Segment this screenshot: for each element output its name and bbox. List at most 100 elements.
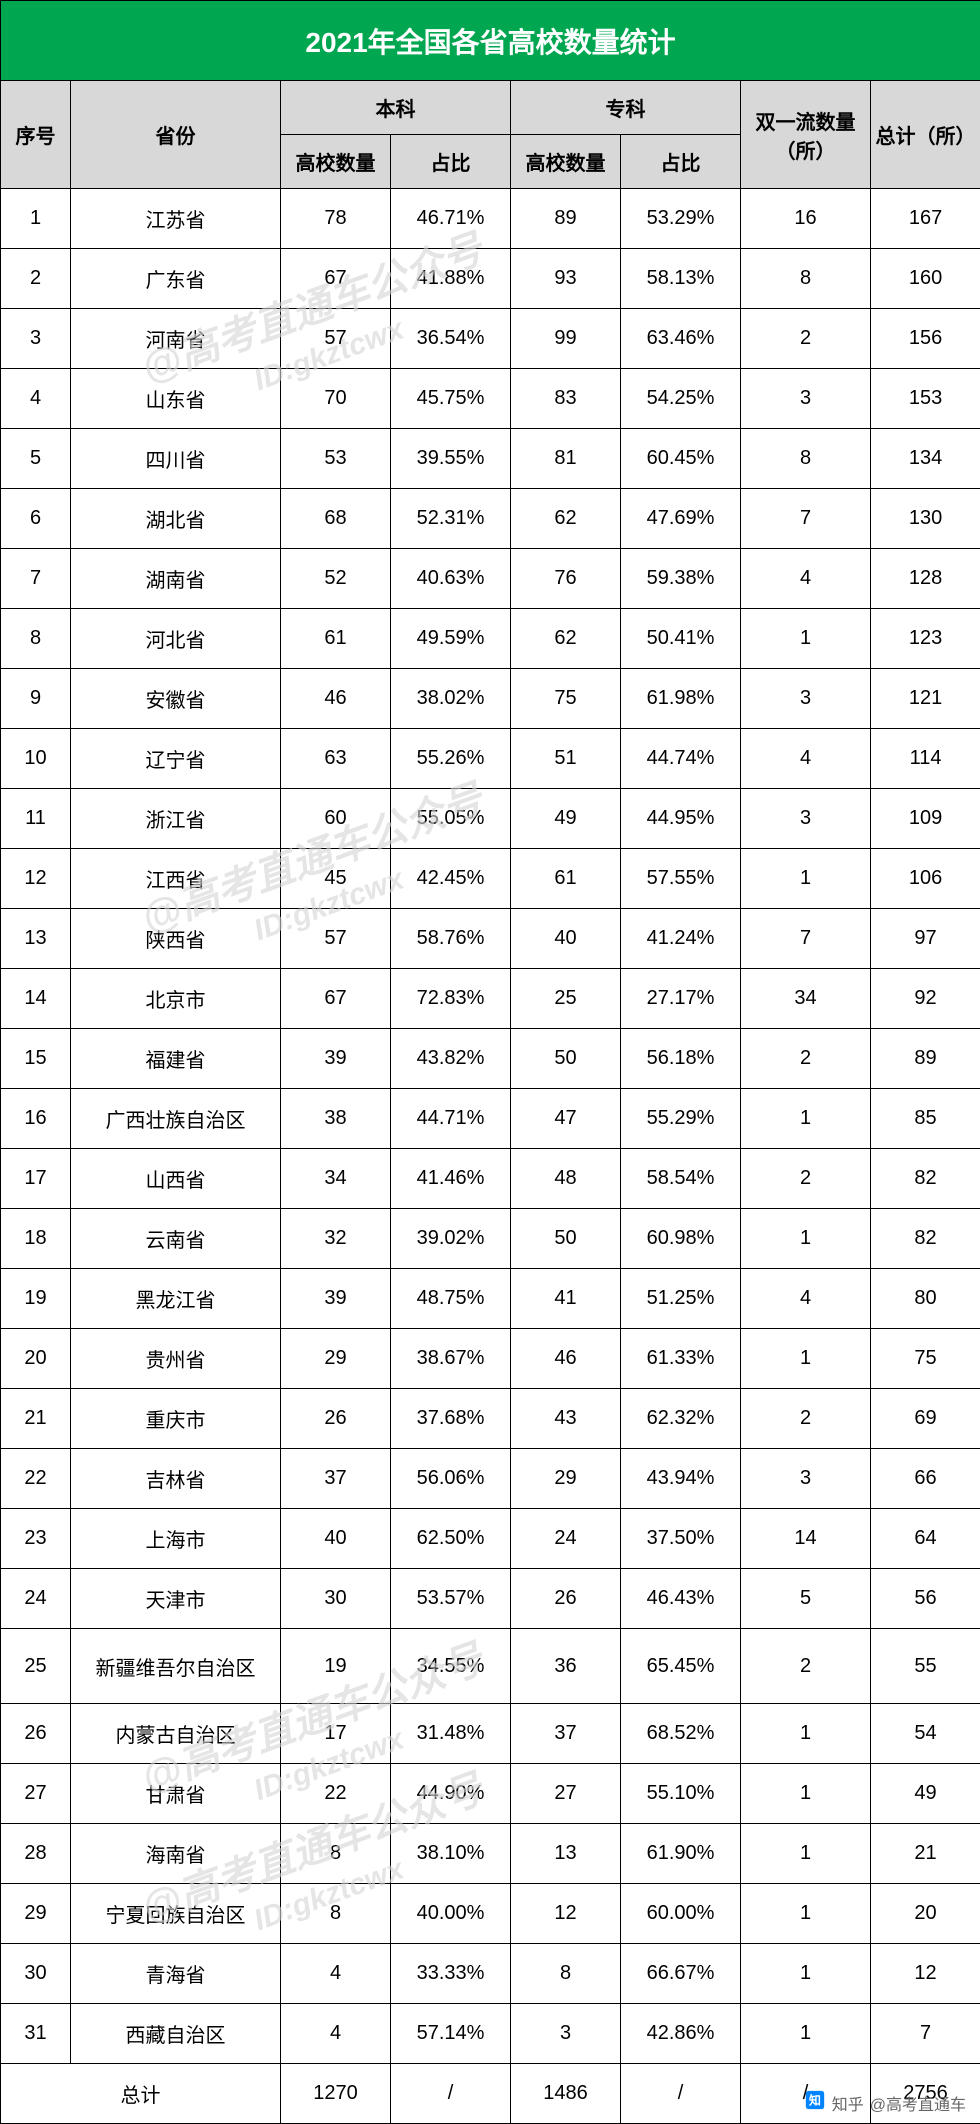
- cell-total: 121: [871, 669, 980, 729]
- table-row: 3河南省5736.54%9963.46%2156: [1, 309, 980, 369]
- svg-text:知: 知: [808, 2094, 821, 2108]
- cell-seq: 3: [1, 309, 71, 369]
- cell-benke-count: 46: [281, 669, 391, 729]
- cell-shuangyiliu: 16: [741, 189, 871, 249]
- cell-zhuanke-ratio: 54.25%: [621, 369, 741, 429]
- cell-zhuanke-count: 3: [511, 2004, 621, 2064]
- cell-benke-count: 68: [281, 489, 391, 549]
- cell-zhuanke-count: 13: [511, 1824, 621, 1884]
- cell-benke-count: 67: [281, 249, 391, 309]
- cell-zhuanke-ratio: 55.29%: [621, 1089, 741, 1149]
- cell-zhuanke-ratio: 51.25%: [621, 1269, 741, 1329]
- cell-shuangyiliu: 2: [741, 309, 871, 369]
- footer-bkr: /: [391, 2064, 511, 2124]
- cell-total: 109: [871, 789, 980, 849]
- cell-zhuanke-ratio: 60.98%: [621, 1209, 741, 1269]
- table-row: 4山东省7045.75%8354.25%3153: [1, 369, 980, 429]
- cell-zhuanke-ratio: 55.10%: [621, 1764, 741, 1824]
- cell-zhuanke-count: 27: [511, 1764, 621, 1824]
- cell-total: 167: [871, 189, 980, 249]
- cell-shuangyiliu: 34: [741, 969, 871, 1029]
- cell-province: 青海省: [71, 1944, 281, 2004]
- cell-zhuanke-count: 50: [511, 1209, 621, 1269]
- cell-total: 130: [871, 489, 980, 549]
- cell-benke-count: 4: [281, 1944, 391, 2004]
- cell-zhuanke-count: 81: [511, 429, 621, 489]
- table-row: 10辽宁省6355.26%5144.74%4114: [1, 729, 980, 789]
- cell-province: 广西壮族自治区: [71, 1089, 281, 1149]
- cell-seq: 15: [1, 1029, 71, 1089]
- cell-seq: 8: [1, 609, 71, 669]
- cell-province: 西藏自治区: [71, 2004, 281, 2064]
- cell-benke-count: 8: [281, 1884, 391, 1944]
- cell-zhuanke-count: 49: [511, 789, 621, 849]
- cell-seq: 29: [1, 1884, 71, 1944]
- header-benke-group: 本科: [281, 81, 511, 135]
- cell-province: 黑龙江省: [71, 1269, 281, 1329]
- cell-benke-count: 40: [281, 1509, 391, 1569]
- cell-benke-ratio: 36.54%: [391, 309, 511, 369]
- cell-shuangyiliu: 3: [741, 789, 871, 849]
- cell-benke-count: 57: [281, 909, 391, 969]
- table-row: 21重庆市2637.68%4362.32%269: [1, 1389, 980, 1449]
- header-zhuanke-group: 专科: [511, 81, 741, 135]
- table-row: 8河北省6149.59%6250.41%1123: [1, 609, 980, 669]
- cell-seq: 11: [1, 789, 71, 849]
- cell-total: 114: [871, 729, 980, 789]
- cell-province: 山西省: [71, 1149, 281, 1209]
- cell-zhuanke-ratio: 56.18%: [621, 1029, 741, 1089]
- cell-province: 浙江省: [71, 789, 281, 849]
- cell-total: 7: [871, 2004, 980, 2064]
- cell-zhuanke-ratio: 59.38%: [621, 549, 741, 609]
- cell-benke-ratio: 33.33%: [391, 1944, 511, 2004]
- cell-zhuanke-ratio: 66.67%: [621, 1944, 741, 2004]
- cell-shuangyiliu: 3: [741, 1449, 871, 1509]
- cell-province: 江苏省: [71, 189, 281, 249]
- cell-province: 海南省: [71, 1824, 281, 1884]
- cell-total: 66: [871, 1449, 980, 1509]
- cell-seq: 6: [1, 489, 71, 549]
- cell-shuangyiliu: 1: [741, 1209, 871, 1269]
- cell-province: 安徽省: [71, 669, 281, 729]
- cell-total: 85: [871, 1089, 980, 1149]
- cell-benke-count: 32: [281, 1209, 391, 1269]
- cell-zhuanke-count: 83: [511, 369, 621, 429]
- cell-benke-ratio: 46.71%: [391, 189, 511, 249]
- cell-total: 69: [871, 1389, 980, 1449]
- cell-benke-ratio: 44.71%: [391, 1089, 511, 1149]
- cell-total: 56: [871, 1569, 980, 1629]
- cell-seq: 12: [1, 849, 71, 909]
- cell-zhuanke-ratio: 44.74%: [621, 729, 741, 789]
- cell-benke-ratio: 72.83%: [391, 969, 511, 1029]
- cell-total: 92: [871, 969, 980, 1029]
- table-row: 9安徽省4638.02%7561.98%3121: [1, 669, 980, 729]
- cell-province: 河南省: [71, 309, 281, 369]
- cell-benke-ratio: 39.02%: [391, 1209, 511, 1269]
- cell-province: 湖北省: [71, 489, 281, 549]
- table-row: 26内蒙古自治区1731.48%3768.52%154: [1, 1704, 980, 1764]
- cell-total: 153: [871, 369, 980, 429]
- footer-label: 总计: [1, 2064, 281, 2124]
- cell-shuangyiliu: 3: [741, 669, 871, 729]
- cell-total: 82: [871, 1209, 980, 1269]
- cell-shuangyiliu: 1: [741, 609, 871, 669]
- cell-benke-count: 78: [281, 189, 391, 249]
- cell-total: 134: [871, 429, 980, 489]
- table-row: 31西藏自治区457.14%342.86%17: [1, 2004, 980, 2064]
- cell-zhuanke-ratio: 37.50%: [621, 1509, 741, 1569]
- cell-seq: 5: [1, 429, 71, 489]
- cell-province: 宁夏回族自治区: [71, 1884, 281, 1944]
- cell-province: 四川省: [71, 429, 281, 489]
- cell-zhuanke-count: 47: [511, 1089, 621, 1149]
- cell-seq: 30: [1, 1944, 71, 2004]
- table-row: 7湖南省5240.63%7659.38%4128: [1, 549, 980, 609]
- footer-zkr: /: [621, 2064, 741, 2124]
- cell-benke-count: 53: [281, 429, 391, 489]
- table-row: 29宁夏回族自治区840.00%1260.00%120: [1, 1884, 980, 1944]
- cell-benke-ratio: 38.67%: [391, 1329, 511, 1389]
- cell-province: 河北省: [71, 609, 281, 669]
- cell-seq: 1: [1, 189, 71, 249]
- stats-table: 2021年全国各省高校数量统计 序号 省份 本科 专科 双一流数量（所） 总计（…: [0, 0, 980, 2124]
- cell-total: 54: [871, 1704, 980, 1764]
- cell-province: 江西省: [71, 849, 281, 909]
